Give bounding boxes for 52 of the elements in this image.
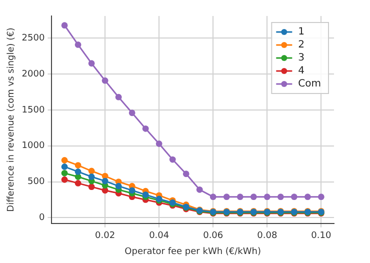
point xyxy=(61,22,68,29)
y-tick-label: 0 xyxy=(38,213,45,224)
point xyxy=(74,162,82,168)
point xyxy=(223,194,230,200)
y-tick-label: 2500 xyxy=(22,34,45,44)
point xyxy=(250,194,257,200)
point xyxy=(304,194,311,200)
y-tick-label: 1000 xyxy=(22,141,45,152)
point xyxy=(115,94,122,100)
point xyxy=(88,184,95,190)
point xyxy=(74,42,82,48)
legend-label: 2 xyxy=(298,40,305,51)
point xyxy=(61,164,68,170)
point xyxy=(128,187,136,194)
point xyxy=(156,140,162,147)
point xyxy=(88,174,95,180)
x-tick-label: 0.06 xyxy=(203,231,224,242)
point xyxy=(210,194,216,200)
point xyxy=(264,194,270,200)
point xyxy=(102,77,108,84)
point xyxy=(142,125,149,132)
point xyxy=(88,60,95,67)
point xyxy=(61,157,68,164)
legend-label: 3 xyxy=(298,52,305,64)
point xyxy=(74,168,82,175)
point xyxy=(182,170,190,178)
point xyxy=(61,176,68,183)
legend-label: 1 xyxy=(298,26,305,38)
y-tick-label: 2000 xyxy=(22,69,45,80)
point xyxy=(142,191,149,198)
point xyxy=(128,110,136,116)
point xyxy=(236,194,244,200)
x-tick-label: 0.02 xyxy=(95,231,116,242)
point xyxy=(61,170,68,176)
point xyxy=(290,194,298,200)
x-tick-label: 0.04 xyxy=(149,231,170,242)
point xyxy=(169,156,176,163)
point xyxy=(115,182,122,190)
point xyxy=(74,180,82,186)
x-axis-title: Operator fee per kWh (€/kWh) xyxy=(124,246,262,257)
legend-label: 4 xyxy=(298,66,305,77)
legend-label: Com xyxy=(298,78,321,90)
y-axis-title: Difference in revenue (com vs single) (€) xyxy=(6,28,17,212)
x-tick-label: 0.10 xyxy=(311,231,332,242)
point xyxy=(277,194,284,200)
x-tick-label: 0.08 xyxy=(257,231,278,242)
y-tick-label: 500 xyxy=(28,177,45,188)
point xyxy=(88,168,95,174)
y-tick-label: 1500 xyxy=(22,105,45,116)
point xyxy=(318,194,324,200)
point xyxy=(102,178,108,184)
point xyxy=(196,186,203,193)
